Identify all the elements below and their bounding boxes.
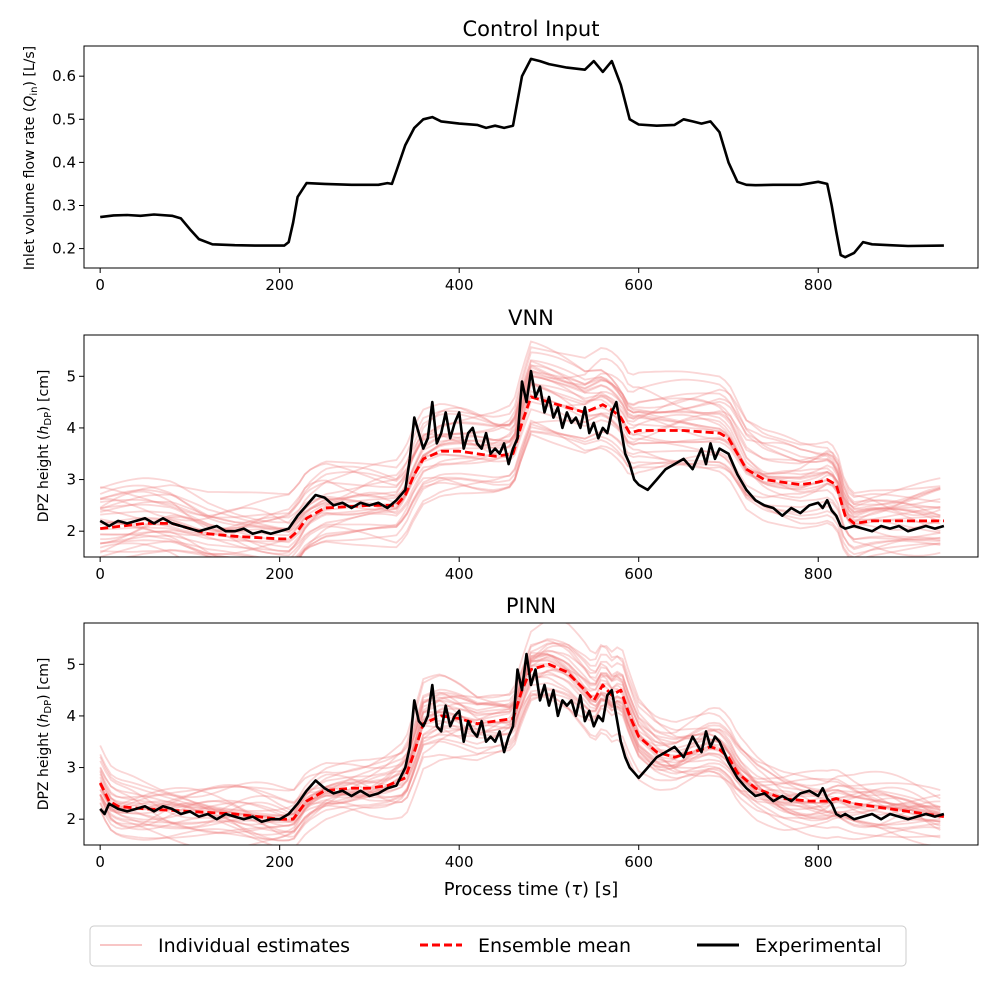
y-axis-label: DPZ height (hDP) [cm]: [36, 658, 54, 811]
individual-estimate-line: [99, 656, 941, 836]
series-group: [100, 57, 944, 259]
individual-estimate-line: [99, 669, 941, 827]
individual-estimate-line: [99, 623, 941, 800]
panel-vnn: VNN 0 200 400 600 800 2 3 4 5 DPZ height (hDP) […: [36, 306, 979, 583]
x-tick-label: 600: [624, 565, 653, 583]
experimental-line: [100, 57, 944, 259]
individual-estimate-line: [99, 651, 941, 811]
individual-estimate-line: [100, 390, 941, 536]
y-tick-label: 3: [66, 471, 76, 489]
x-tick-label: 800: [804, 276, 833, 294]
y-tick-label: 3: [66, 759, 76, 777]
chart-title: VNN: [508, 306, 554, 330]
x-tick-label: 0: [95, 565, 105, 583]
individual-estimate-line: [99, 639, 941, 817]
ensemble-mean-line: [98, 662, 945, 821]
y-tick-label: 2: [66, 522, 76, 540]
individual-estimate-line: [99, 668, 941, 827]
individual-estimate-line: [99, 675, 941, 842]
y-tick-label: 0.5: [52, 110, 76, 128]
individual-estimate-line: [99, 692, 941, 841]
y-tick-label: 5: [66, 367, 76, 385]
x-tick-label: 400: [445, 853, 474, 871]
x-tick-label: 600: [624, 853, 653, 871]
y-tick-label: 0.6: [52, 67, 76, 85]
x-tick-label: 800: [804, 853, 833, 871]
legend-label-ensemble: Ensemble mean: [478, 935, 631, 957]
individual-estimate-line: [100, 426, 941, 553]
individual-estimate-line: [100, 383, 941, 556]
y-tick-label: 0.4: [52, 153, 76, 171]
y-axis-label: DPZ height (hDP) [cm]: [36, 370, 54, 523]
x-tick-label: 0: [95, 276, 105, 294]
series-group: [99, 340, 945, 557]
y-tick-label: 2: [66, 810, 76, 828]
individual-estimate-line: [100, 408, 941, 543]
plot-frame: [83, 622, 979, 846]
ensemble-mean-line: [100, 395, 944, 541]
individual-estimate-line: [99, 419, 941, 557]
x-tick-label: 800: [804, 565, 833, 583]
plot-frame: [83, 45, 979, 269]
plot-frame: [83, 334, 979, 558]
panel-pinn: PINN 0 200 400 600 800 2 3 4 5 DPZ height (hDP) …: [36, 594, 979, 900]
y-axis-label: Inlet volume flow rate (Qin) [L/s]: [22, 46, 40, 270]
individual-estimate-line: [100, 340, 941, 517]
experimental-line: [99, 369, 945, 536]
y-tick-label: 4: [66, 707, 76, 725]
legend-label-experimental: Experimental: [755, 935, 882, 957]
individual-estimate-line: [99, 693, 941, 845]
individual-estimate-line: [99, 687, 941, 835]
individual-estimate-line: [99, 694, 935, 845]
x-tick-label: 200: [265, 565, 294, 583]
individual-estimate-line: [99, 414, 941, 557]
individual-estimate-line: [121, 433, 941, 557]
x-tick-label: 200: [265, 276, 294, 294]
individual-estimate-line: [99, 655, 941, 838]
individual-estimate-line: [99, 688, 941, 842]
experimental-line: [99, 652, 945, 824]
chart-title: PINN: [506, 594, 556, 618]
x-axis-label: Process time (τ) [s]: [444, 879, 618, 900]
individual-estimate-line: [100, 389, 941, 557]
y-tick-label: 4: [66, 419, 76, 437]
individual-estimate-line: [99, 692, 941, 840]
plot-area: 0 200 400 600 800 2 3 4 5: [66, 334, 979, 583]
individual-estimate-line: [100, 346, 941, 500]
legend-frame: [89, 925, 907, 967]
individual-estimate-line: [99, 653, 941, 823]
individual-estimate-line: [99, 430, 941, 557]
x-tick-label: 200: [265, 853, 294, 871]
individual-estimate-line: [100, 423, 941, 557]
series-group: [98, 623, 945, 845]
individual-estimate-line: [100, 393, 941, 534]
panel-control-input: Control Input 0 200 400 600 8000.20.30.40.50…: [22, 17, 979, 294]
individual-estimate-line: [99, 671, 941, 824]
x-tick-label: 0: [95, 853, 105, 871]
legend: Individual estimates Ensemble mean Exper…: [89, 925, 907, 967]
individual-estimate-line: [99, 664, 941, 826]
plot-area: 0 200 400 600 800 0.2 0.3 0.4 0.5 0.6: [52, 45, 979, 294]
x-tick-label: 600: [624, 276, 653, 294]
individual-estimate-line: [100, 430, 941, 557]
chart-title: Control Input: [463, 17, 600, 41]
y-tick-label: 0.2: [52, 240, 76, 258]
x-tick-label: 400: [445, 565, 474, 583]
individual-estimate-line: [99, 682, 941, 833]
x-tick-label: 400: [445, 276, 474, 294]
y-tick-label: 0.3: [52, 196, 76, 214]
plot-area: 0 200 400 600 800 2 3 4 5: [66, 622, 979, 871]
legend-label-individual: Individual estimates: [158, 935, 350, 957]
y-tick-label: 5: [66, 655, 76, 673]
